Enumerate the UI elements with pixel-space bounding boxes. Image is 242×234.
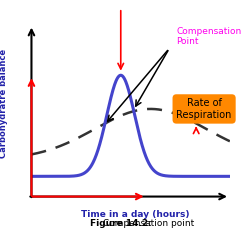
Text: Compensation
Point: Compensation Point — [176, 27, 242, 46]
Text: Rate of
Respiration: Rate of Respiration — [176, 98, 232, 120]
Text: Compensation point: Compensation point — [100, 219, 195, 228]
Text: Time in a day (hours): Time in a day (hours) — [81, 210, 190, 219]
Text: Carbohydratre balance: Carbohydratre balance — [0, 48, 8, 157]
Text: Figure 14.2:: Figure 14.2: — [90, 219, 152, 228]
